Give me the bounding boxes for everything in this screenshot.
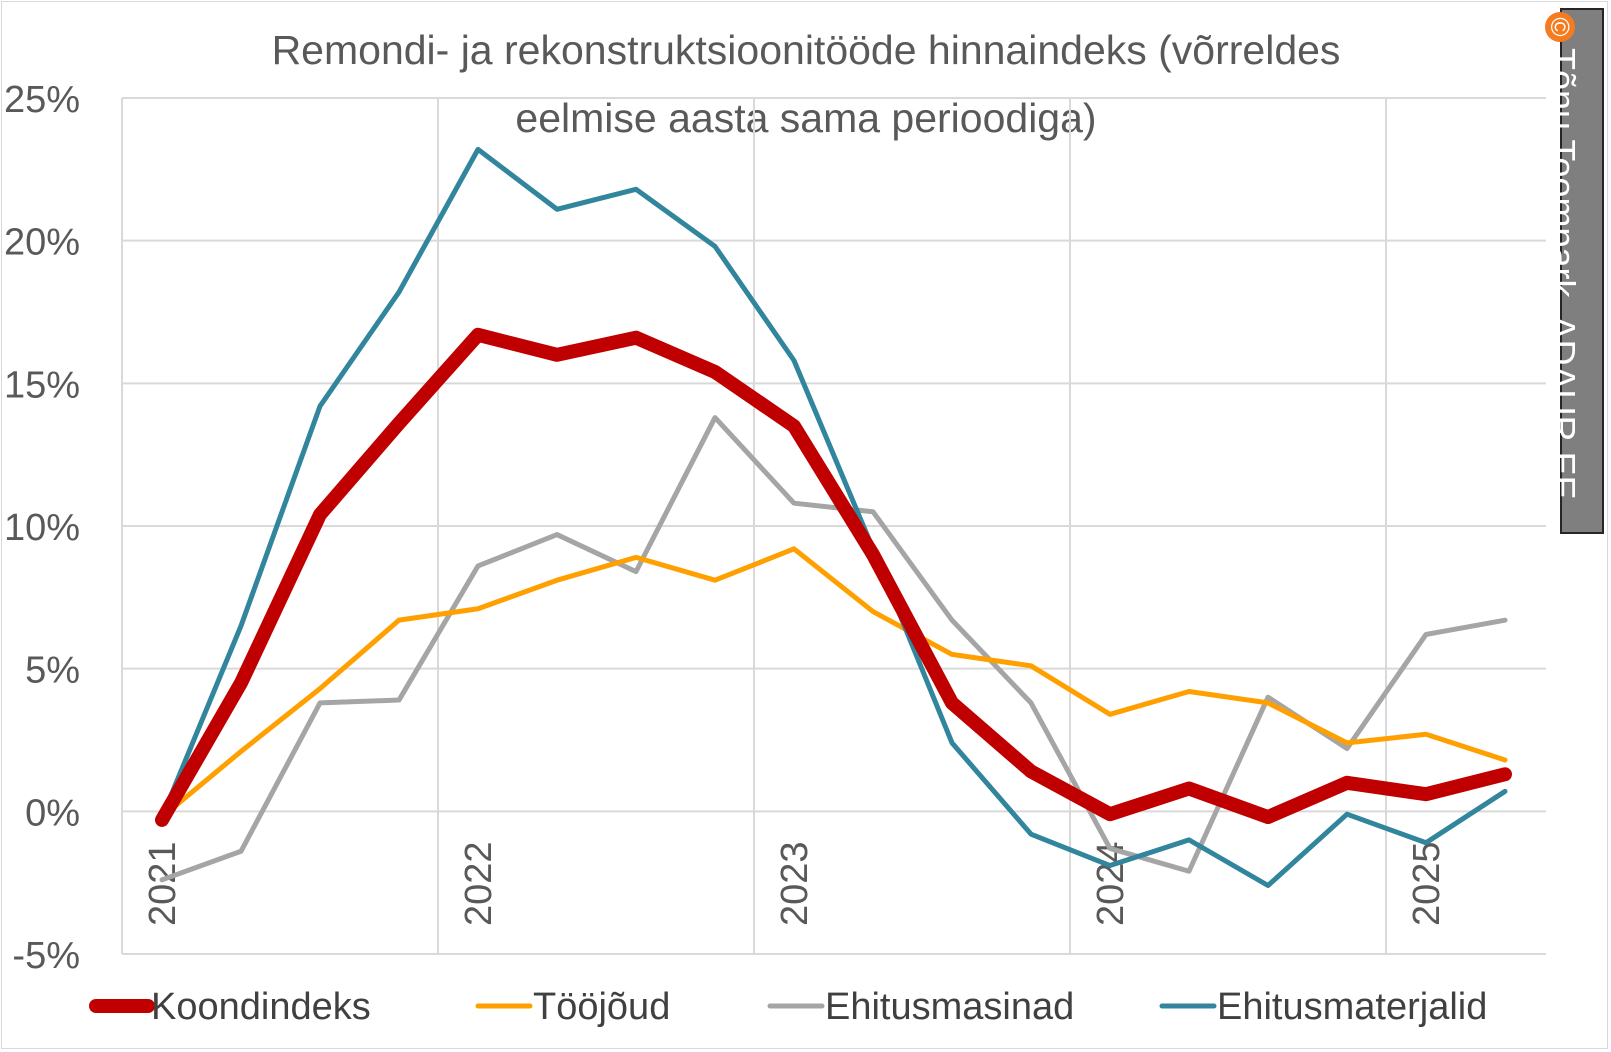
y-tick-label: 15% <box>4 364 80 406</box>
x-tick-label: 2025 <box>1406 841 1448 926</box>
y-axis-tick-labels: 25% 20% 15% 10% 5% 0% -5% <box>4 79 80 977</box>
copyright-label: Tõnu Toompark, ADAUR.EE <box>1542 48 1583 500</box>
series-line-ehitusmasinad <box>159 415 1508 883</box>
series-line-tööjõud <box>159 546 1508 820</box>
y-tick-label: 5% <box>25 650 80 692</box>
chart-title-line-2: eelmise aasta sama perioodiga) <box>515 95 1096 141</box>
copyright-text: © Tõnu Toompark, ADAUR.EE <box>1542 12 1583 500</box>
copyright-icon: © <box>1544 12 1575 42</box>
series-lines <box>155 146 1512 889</box>
x-tick-label: 2023 <box>774 841 816 926</box>
y-tick-label: 20% <box>4 222 80 264</box>
chart-title-line-1: Remondi- ja rekonstruktsioonitööde hinna… <box>272 27 1341 73</box>
copyright-badge <box>1560 8 1604 534</box>
x-axis-tick-labels: 2021 2022 2023 2024 2025 <box>142 841 1448 926</box>
legend: Koondindeks Tööjõud Ehitusmasinad Ehitusmat… <box>89 986 1487 1028</box>
legend-label: Ehitusmasinad <box>825 986 1074 1028</box>
legend-label: Koondindeks <box>151 986 371 1028</box>
x-tick-label: 2021 <box>142 841 184 926</box>
y-tick-label: 0% <box>25 792 80 834</box>
y-tick-label: -5% <box>12 935 80 977</box>
series-line-koondindeks <box>155 327 1512 827</box>
x-tick-label: 2024 <box>1090 841 1132 926</box>
legend-label: Tööjõud <box>533 986 670 1028</box>
x-tick-label: 2022 <box>458 841 500 926</box>
gridlines <box>121 97 1546 955</box>
y-tick-label: 10% <box>4 507 80 549</box>
legend-label: Ehitusmaterjalid <box>1217 986 1487 1028</box>
chart-title: Remondi- ja rekonstruktsioonitööde hinna… <box>272 27 1341 141</box>
series-line-ehitusmaterjalid <box>159 146 1508 889</box>
y-tick-label: 25% <box>4 79 80 121</box>
